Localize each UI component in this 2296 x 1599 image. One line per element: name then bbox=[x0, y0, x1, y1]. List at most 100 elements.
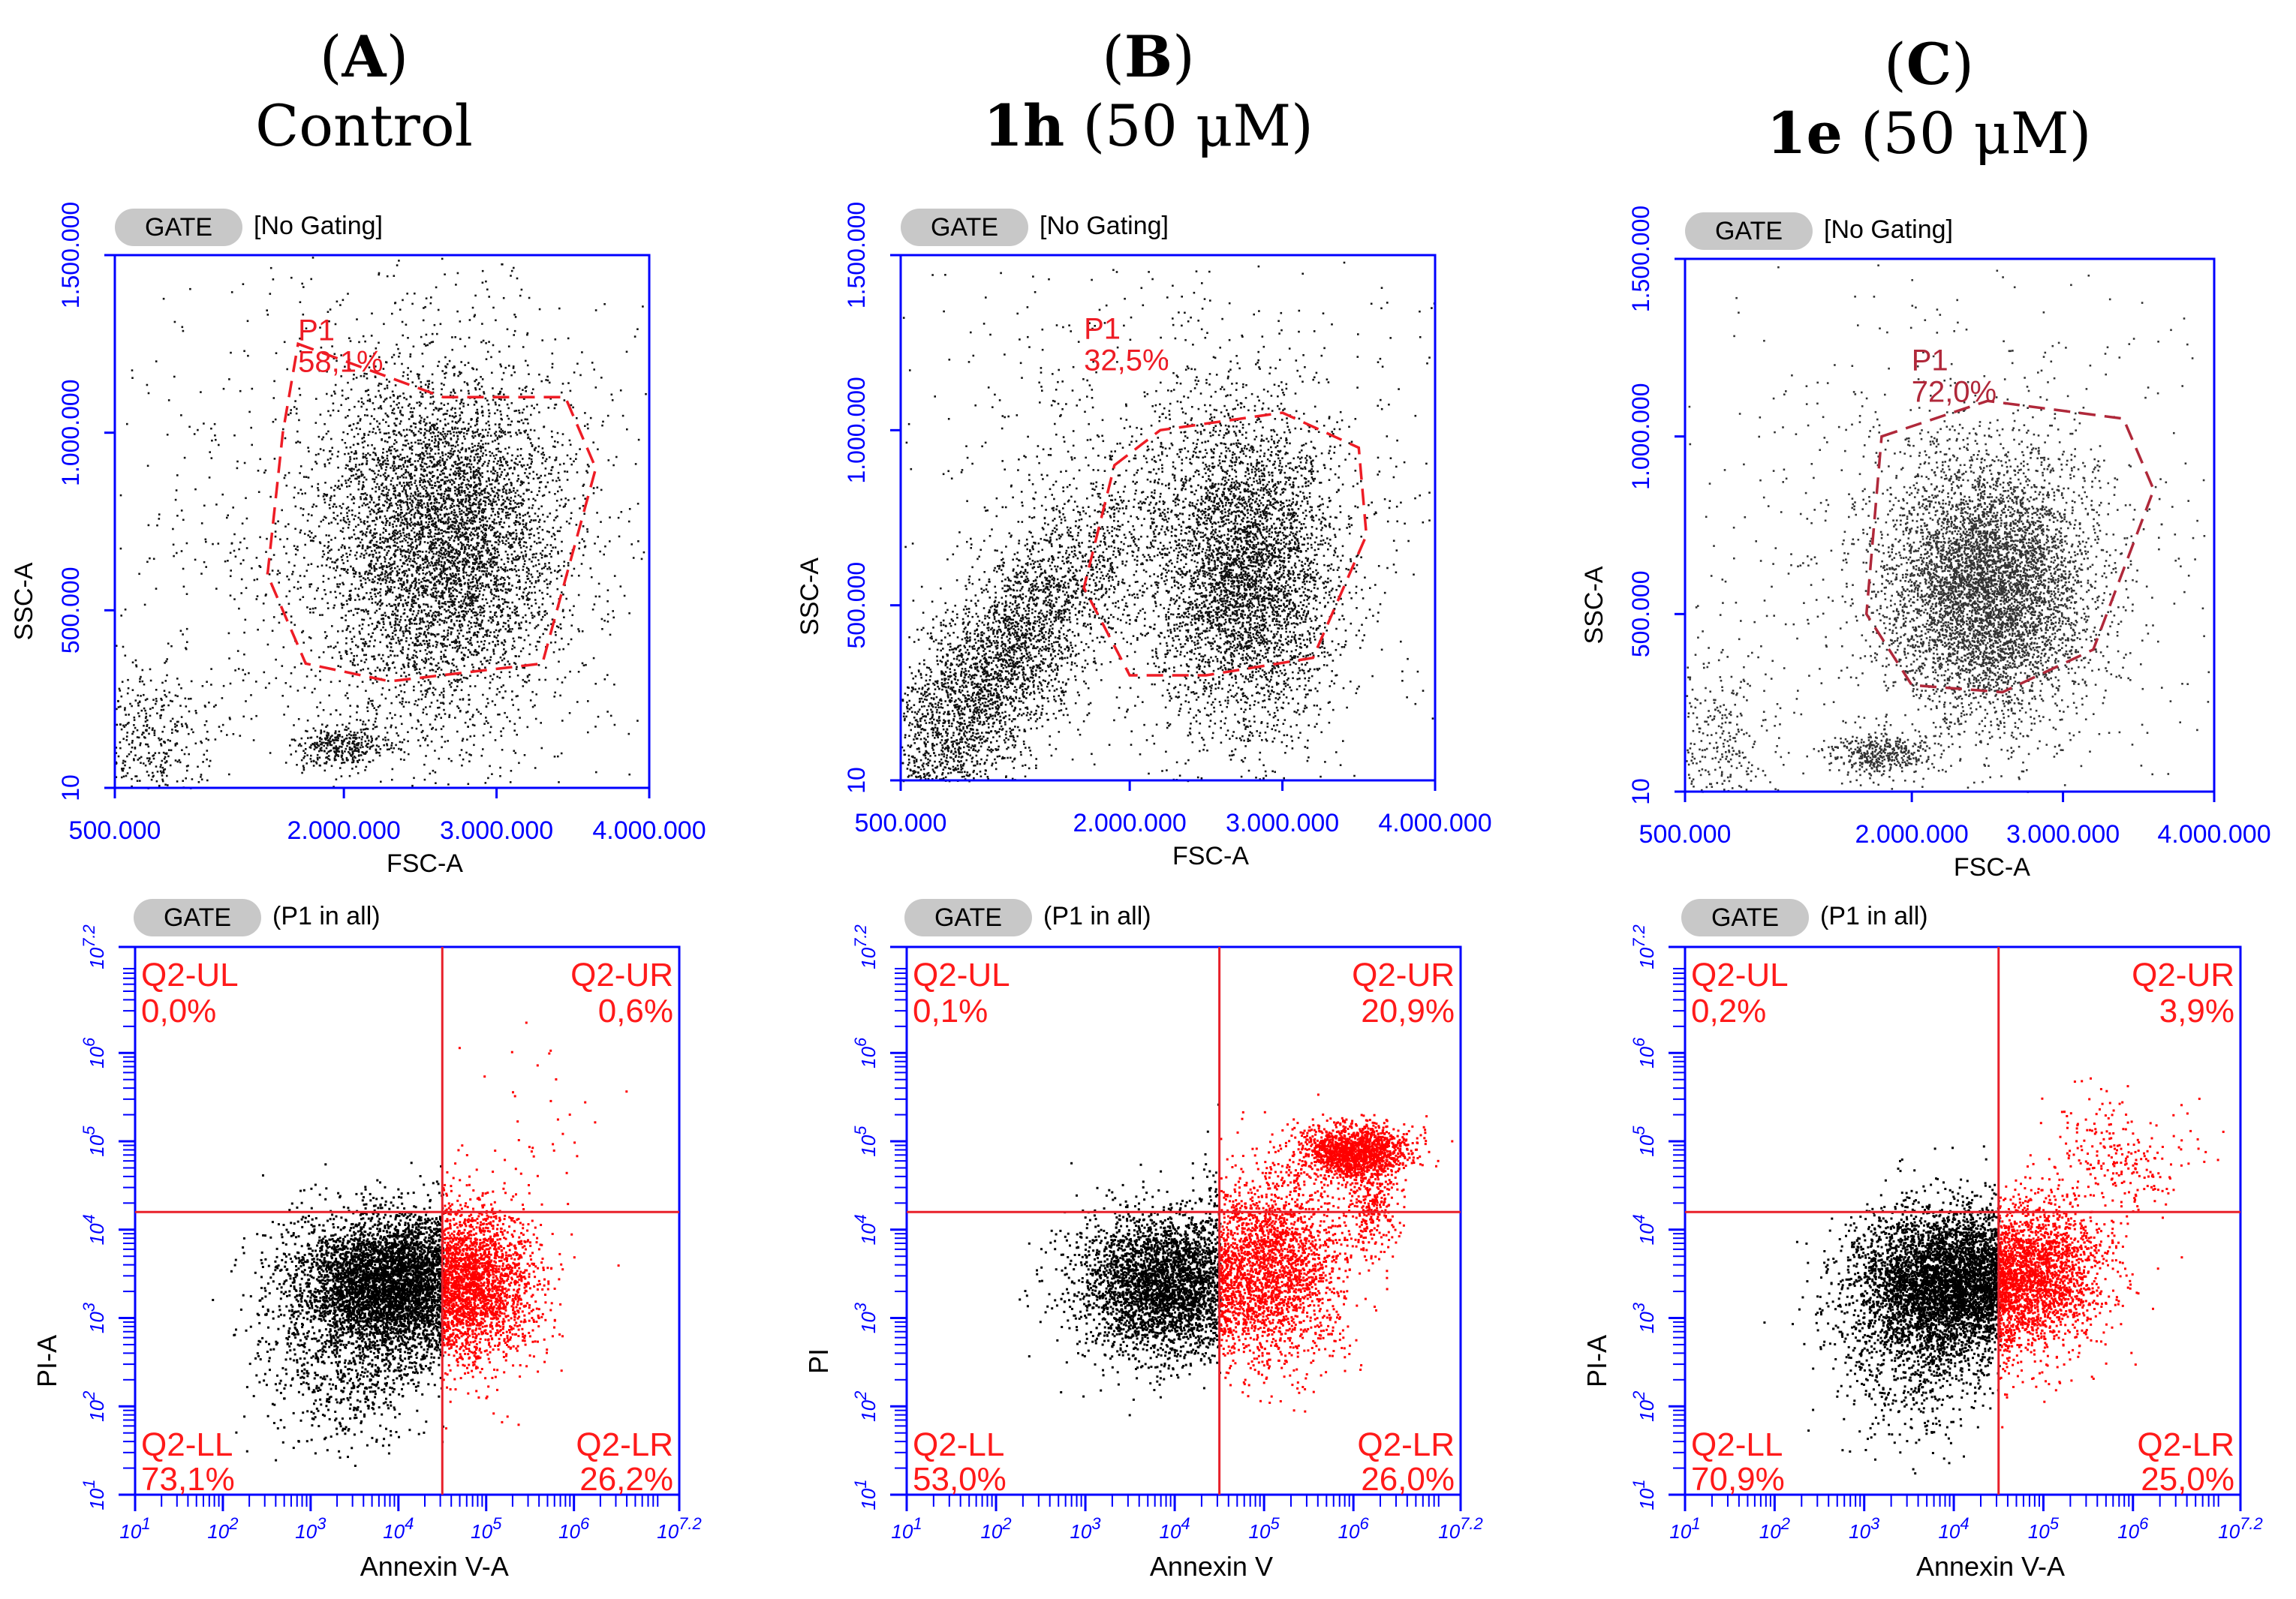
scatter-a-point bbox=[333, 391, 336, 393]
scatter-a-point bbox=[486, 470, 489, 473]
scatter-a-point bbox=[519, 517, 522, 519]
scatter-a-point bbox=[516, 587, 518, 589]
scatter-a-point bbox=[527, 578, 529, 580]
scatter-a-points bbox=[115, 257, 647, 789]
scatter-a-point bbox=[593, 492, 595, 494]
scatter-a-point bbox=[426, 615, 428, 618]
scatter-a-point bbox=[441, 383, 443, 385]
scatter-a-point bbox=[492, 700, 494, 702]
scatter-a-point bbox=[364, 661, 366, 663]
scatter-a-point bbox=[413, 690, 415, 692]
scatter-a-point bbox=[340, 512, 342, 515]
scatter-a-point bbox=[372, 700, 374, 702]
scatter-a-point bbox=[314, 675, 317, 678]
scatter-a-point bbox=[560, 624, 562, 626]
scatter-a-point bbox=[421, 609, 423, 612]
scatter-a-point bbox=[502, 456, 504, 458]
scatter-a-point bbox=[570, 639, 573, 641]
scatter-a-point bbox=[454, 486, 456, 488]
scatter-a-point bbox=[465, 536, 468, 538]
scatter-a-point bbox=[542, 529, 544, 531]
scatter-a-point bbox=[429, 453, 431, 455]
scatter-a-point bbox=[447, 630, 450, 632]
scatter-a-point bbox=[330, 645, 332, 648]
scatter-a-point bbox=[434, 502, 436, 504]
scatter-a-point bbox=[503, 577, 505, 579]
scatter-a-point bbox=[500, 589, 502, 591]
scatter-a-point bbox=[388, 432, 390, 434]
scatter-a-point bbox=[278, 572, 281, 574]
scatter-a-point bbox=[495, 454, 498, 456]
scatter-a-point bbox=[435, 529, 437, 531]
scatter-a-point bbox=[422, 365, 424, 368]
scatter-a-point bbox=[331, 625, 333, 627]
scatter-a-point bbox=[368, 434, 370, 436]
scatter-a-point bbox=[529, 438, 531, 440]
scatter-a-point bbox=[507, 424, 510, 426]
scatter-a-point bbox=[377, 575, 379, 577]
scatter-a-point bbox=[358, 483, 360, 485]
scatter-a-point bbox=[516, 611, 518, 613]
scatter-a-point bbox=[401, 703, 403, 705]
scatter-a-point bbox=[404, 524, 406, 526]
scatter-a-point bbox=[500, 657, 502, 659]
scatter-a-point bbox=[454, 612, 456, 614]
scatter-a-point bbox=[396, 672, 398, 675]
scatter-a-point bbox=[429, 521, 431, 523]
scatter-a-point bbox=[293, 545, 296, 547]
scatter-a-point bbox=[375, 491, 377, 493]
scatter-a-point bbox=[399, 643, 401, 645]
scatter-a-point bbox=[453, 664, 455, 666]
scatter-a-point bbox=[378, 407, 380, 410]
scatter-a-point bbox=[470, 522, 472, 524]
scatter-a-point bbox=[468, 566, 471, 568]
scatter-a-point bbox=[451, 535, 453, 537]
scatter-a-point bbox=[393, 510, 395, 512]
scatter-a-point bbox=[335, 384, 337, 386]
scatter-a-point bbox=[537, 515, 540, 518]
scatter-a-point bbox=[384, 433, 386, 435]
scatter-a-point bbox=[469, 460, 471, 462]
scatter-a-point bbox=[453, 373, 456, 375]
scatter-a-point bbox=[429, 564, 432, 567]
scatter-a-point bbox=[427, 542, 429, 544]
scatter-a-point bbox=[325, 637, 327, 639]
scatter-a-point bbox=[542, 539, 544, 541]
scatter-a-point bbox=[375, 568, 378, 570]
scatter-a-point bbox=[501, 540, 504, 543]
scatter-a-point bbox=[401, 485, 403, 487]
scatter-a-point bbox=[333, 506, 335, 508]
scatter-a-point bbox=[579, 448, 581, 450]
scatter-a-point bbox=[598, 583, 600, 585]
scatter-a-point bbox=[348, 524, 351, 526]
scatter-a-point bbox=[426, 585, 429, 588]
scatter-a-point bbox=[353, 529, 355, 531]
scatter-a-point bbox=[474, 622, 476, 624]
scatter-a-point bbox=[411, 514, 413, 516]
scatter-a-point bbox=[485, 443, 487, 445]
scatter-a-point bbox=[462, 422, 465, 424]
scatter-a-point bbox=[529, 644, 531, 646]
scatter-a-point bbox=[391, 505, 393, 507]
scatter-a-point bbox=[472, 432, 474, 434]
scatter-a-point bbox=[508, 492, 510, 494]
scatter-a-point bbox=[471, 568, 474, 570]
scatter-a-point bbox=[420, 724, 423, 726]
scatter-a-point bbox=[330, 558, 332, 560]
scatter-a-point bbox=[414, 497, 416, 499]
scatter-a-point bbox=[419, 633, 421, 635]
scatter-a-point bbox=[484, 666, 486, 669]
scatter-a-point bbox=[547, 380, 549, 382]
scatter-a-point bbox=[390, 646, 393, 648]
scatter-a-point bbox=[400, 600, 402, 602]
scatter-a-point bbox=[422, 482, 424, 484]
scatter-a-point bbox=[413, 777, 415, 780]
scatter-a-point bbox=[443, 436, 445, 438]
scatter-a-point bbox=[447, 555, 450, 558]
scatter-a-point bbox=[481, 663, 483, 666]
scatter-a-point bbox=[348, 537, 351, 539]
scatter-a-point bbox=[391, 742, 393, 744]
scatter-a-point bbox=[362, 505, 364, 507]
scatter-a-point bbox=[471, 579, 474, 581]
scatter-a-point bbox=[390, 397, 392, 399]
